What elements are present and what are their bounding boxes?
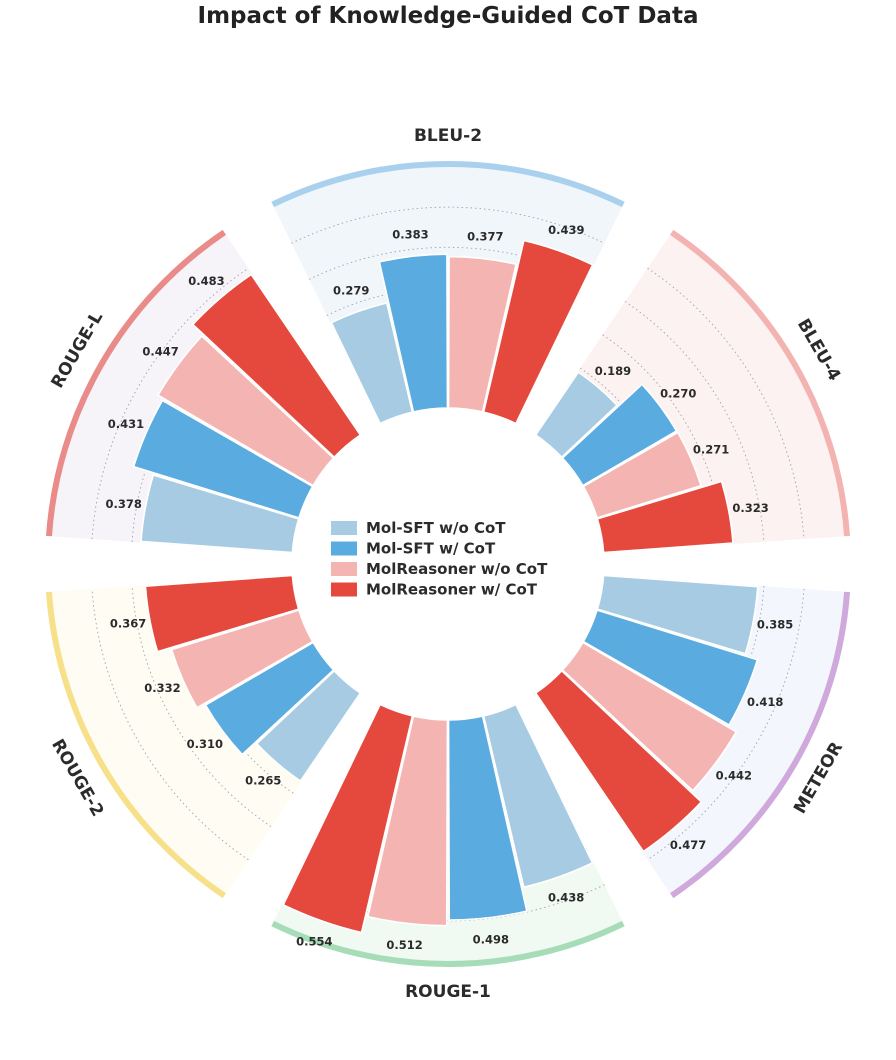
bar-bleu-4-molreasoner-w-cot [596,480,734,554]
bar-layer [132,239,759,934]
value-label: 0.554 [296,935,332,949]
bar-rouge-2-mol-sft-w-cot [204,641,335,756]
gridline [291,206,605,244]
bar-bleu-4-mol-sft-w-o-cot [534,371,619,459]
bar-bleu-2-mol-sft-w-o-cot [330,302,414,425]
sector-rim-rouge-l [45,229,227,537]
bar-rouge-1-molreasoner-w-o-cot [366,715,449,927]
value-label: 0.323 [732,501,768,515]
sector-rim-bleu-2 [271,161,625,208]
bar-rouge-l-molreasoner-w-o-cot [156,334,335,487]
sector-rim-meteor [669,591,851,899]
value-label: 0.367 [110,616,146,630]
sector-rim-bleu-4 [669,229,851,537]
bar-meteor-mol-sft-w-o-cot [596,574,759,655]
value-label: 0.271 [693,443,729,457]
value-label: 0.477 [670,838,706,852]
value-label: 0.270 [660,387,696,401]
value-label: 0.439 [548,223,584,237]
value-label: 0.385 [757,618,793,632]
value-label: 0.498 [473,933,509,947]
bar-rouge-l-molreasoner-w-cot [191,273,362,459]
chart-title: Impact of Knowledge-Guided CoT Data [198,3,699,29]
value-label: 0.189 [595,364,631,378]
sector-rim-rouge-2 [45,591,227,899]
bar-rouge-2-molreasoner-w-cot [144,574,300,653]
value-label: 0.383 [392,227,428,241]
bar-bleu-2-mol-sft-w-cot [378,253,449,413]
bar-bleu-2-molreasoner-w-cot [482,239,594,425]
legend-label: MolReasoner w/o CoT [366,560,548,578]
legend-swatch-mol-sft-w-cot [331,541,357,556]
value-label: 0.377 [467,230,503,244]
legend-swatch-mol-sft-w-o-cot [331,521,357,535]
value-label: 0.310 [187,737,223,751]
bar-meteor-molreasoner-w-cot [534,669,703,853]
value-label: 0.447 [142,344,178,358]
legend-swatch-molreasoner-w-cot [331,582,357,597]
value-label: 0.442 [716,768,752,782]
value-label: 0.378 [105,497,141,511]
gridline [91,588,249,861]
value-label: 0.438 [548,891,584,905]
gridline [579,367,685,548]
value-label: 0.265 [245,773,281,787]
bar-rouge-l-mol-sft-w-cot [132,399,314,519]
category-label-bleu-2: BLEU-2 [414,126,482,146]
value-label: 0.431 [108,417,144,431]
gridline [131,586,272,827]
legend-label: MolReasoner w/ CoT [366,581,538,599]
bar-bleu-4-mol-sft-w-cot [561,383,678,487]
value-label: 0.483 [188,274,224,288]
bar-meteor-molreasoner-w-o-cot [561,641,738,792]
bar-rouge-2-mol-sft-w-o-cot [255,669,362,783]
value-label: 0.418 [747,695,783,709]
gridline [91,267,249,540]
sector-rim-rouge-1 [271,920,625,967]
bar-bleu-4-molreasoner-w-o-cot [582,431,703,519]
legend-swatch-molreasoner-w-o-cot [331,562,357,576]
bar-bleu-2-molreasoner-w-o-cot [447,255,518,413]
gridline [647,267,805,540]
gridline [624,301,765,542]
bar-rouge-1-molreasoner-w-cot [282,703,414,934]
value-label: 0.512 [386,938,422,952]
bar-rouge-2-molreasoner-w-o-cot [170,609,314,709]
value-label: 0.279 [333,284,369,298]
legend-label: Mol-SFT w/o CoT [366,519,506,537]
bar-rouge-l-mol-sft-w-o-cot [140,474,300,554]
bar-rouge-1-mol-sft-w-cot [447,715,528,921]
bar-meteor-mol-sft-w-cot [582,609,759,727]
legend: Mol-SFT w/o CoT Mol-SFT w/ CoT MolReasoner… [331,519,548,599]
category-label-rouge-1: ROUGE-1 [405,982,491,1002]
legend-label: Mol-SFT w/ CoT [366,540,496,558]
bar-rouge-1-mol-sft-w-o-cot [482,703,594,889]
value-label: 0.332 [144,681,180,695]
gridline [647,588,805,861]
